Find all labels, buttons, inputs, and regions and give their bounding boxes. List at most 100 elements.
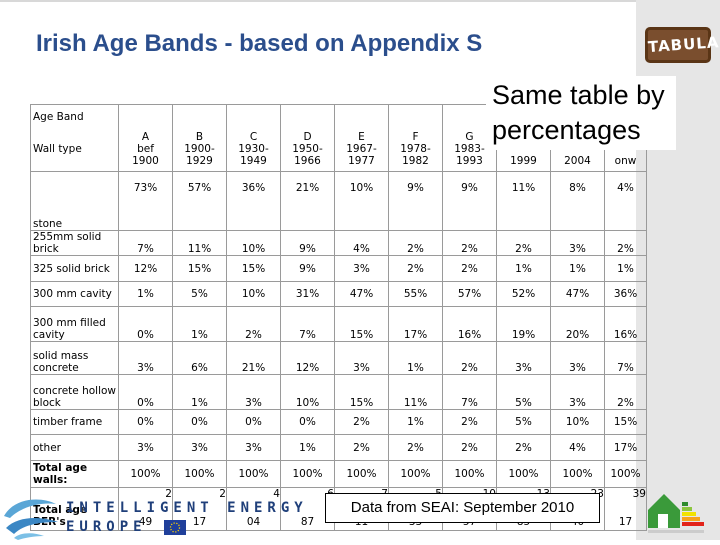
table-cell: 55%: [388, 281, 443, 307]
table-cell: 5%: [496, 409, 551, 435]
table-cell: 8%: [550, 171, 605, 231]
ber-integer: 17: [192, 516, 207, 528]
table-cell: 10%: [334, 171, 389, 231]
header-col-5: E 1967- 1977: [334, 104, 389, 172]
table-cell: 3%: [226, 434, 281, 461]
table-cell: 1%: [172, 374, 227, 410]
table-cell: 9%: [280, 255, 335, 282]
table-cell: 12%: [280, 341, 335, 375]
ber-cell: 4,4 04: [226, 487, 281, 531]
table-cell: 16%: [604, 306, 647, 342]
table-cell: 1%: [604, 255, 647, 282]
total-cell: 100%: [172, 460, 227, 488]
overlay-note-box: [486, 76, 676, 150]
table-cell: 2%: [334, 434, 389, 461]
table-cell: 19%: [496, 306, 551, 342]
table-cell: 15%: [172, 255, 227, 282]
table-cell: 1%: [388, 409, 443, 435]
header-col-l1: 1978-: [400, 143, 431, 155]
table-cell: 2%: [442, 230, 497, 256]
table-cell: 2%: [388, 230, 443, 256]
header-col-l1: bef: [137, 143, 154, 155]
table-cell: 3%: [550, 374, 605, 410]
header-col-code: D: [303, 131, 312, 143]
table-cell: 11%: [496, 171, 551, 231]
table-cell: 3%: [496, 341, 551, 375]
header-col-l2: 1977: [348, 155, 375, 167]
row-label: 300 mm cavity: [30, 281, 119, 307]
logo-line-1: INTELLIGENT ENERGY: [66, 500, 308, 516]
table-cell: 3%: [334, 341, 389, 375]
table-cell: 3%: [226, 374, 281, 410]
table-cell: 17%: [388, 306, 443, 342]
header-col-l2: 1982: [402, 155, 429, 167]
table-cell: 21%: [226, 341, 281, 375]
logo-line-2: EUROPE: [66, 519, 147, 535]
table-row: solid mass concrete 3% 6% 21% 12% 3% 1% 2% 3% 3% 7…: [30, 341, 647, 375]
source-note: Data from SEAI: September 2010: [325, 493, 600, 523]
ber-decimal: 4,4: [273, 488, 280, 501]
table-cell: 6%: [172, 341, 227, 375]
row-label: stone: [30, 171, 119, 231]
header-col-l2: 1966: [294, 155, 321, 167]
table-cell: 47%: [550, 281, 605, 307]
table-cell: 2%: [442, 409, 497, 435]
table-cell: 10%: [550, 409, 605, 435]
header-col-l1: 1967-: [346, 143, 377, 155]
table-cell: 15%: [604, 409, 647, 435]
wall-type-label: Wall type: [33, 143, 82, 155]
table-cell: 11%: [388, 374, 443, 410]
table-cell: 2%: [496, 230, 551, 256]
table-cell: 10%: [226, 230, 281, 256]
table-row: 255mm solid brick 7% 11% 10% 9% 4% 2% 2% 2% 3% 2%: [30, 230, 647, 256]
ber-integer: 17: [618, 516, 633, 528]
energy-house-icon: [648, 494, 704, 533]
row-label: timber frame: [30, 409, 119, 435]
table-cell: 73%: [118, 171, 173, 231]
table-cell: 9%: [388, 171, 443, 231]
table-cell: 1%: [118, 281, 173, 307]
table-cell: 12%: [118, 255, 173, 282]
table-cell: 3%: [118, 434, 173, 461]
table-cell: 15%: [334, 374, 389, 410]
eu-flag-icon: [164, 520, 186, 535]
header-col-l2: onw: [614, 155, 637, 167]
table-cell: 5%: [172, 281, 227, 307]
ber-decimal: 2,9: [165, 488, 172, 501]
total-cell: 100%: [496, 460, 551, 488]
overlay-note: Same table by percentages: [492, 78, 665, 148]
ber-label: Total age BER's: [30, 487, 119, 531]
table-cell: 7%: [604, 341, 647, 375]
header-col-3: C 1930- 1949: [226, 104, 281, 172]
table-cell: 7%: [280, 306, 335, 342]
table-cell: 21%: [280, 171, 335, 231]
table-cell: 2%: [442, 255, 497, 282]
total-cell: 100%: [604, 460, 647, 488]
total-cell: 100%: [388, 460, 443, 488]
table-cell: 0%: [280, 409, 335, 435]
table-cell: 2%: [442, 341, 497, 375]
row-label: concrete hollow block: [30, 374, 119, 410]
header-col-l2: 1929: [186, 155, 213, 167]
ber-cell: 2,9 49: [118, 487, 173, 531]
table-row: 300 mm cavity 1% 5% 10% 31% 47% 55% 57% 52% 47% 36…: [30, 281, 647, 307]
header-col-l2: 1993: [456, 155, 483, 167]
table-cell: 2%: [334, 409, 389, 435]
table-cell: 0%: [118, 306, 173, 342]
age-band-label: Age Band: [33, 111, 84, 123]
slide-title: Irish Age Bands - based on Appendix S: [36, 30, 483, 57]
table-cell: 1%: [550, 255, 605, 282]
table-cell: 2%: [604, 374, 647, 410]
table-row: 325 solid brick 12% 15% 15% 9% 3% 2% 2% 1% 1% 1%: [30, 255, 647, 282]
row-label: other: [30, 434, 119, 461]
table-cell: 3%: [550, 230, 605, 256]
table-cell: 10%: [280, 374, 335, 410]
ber-decimal: 2,7: [219, 488, 226, 501]
row-label: 300 mm filled cavity: [30, 306, 119, 342]
header-col-l2: 1900: [132, 155, 159, 167]
header-col-l2: 1949: [240, 155, 267, 167]
ber-cell: 39,3 17: [604, 487, 647, 531]
header-col-l1: 1983-: [454, 143, 485, 155]
overlay-line-1: Same table by: [492, 80, 665, 110]
